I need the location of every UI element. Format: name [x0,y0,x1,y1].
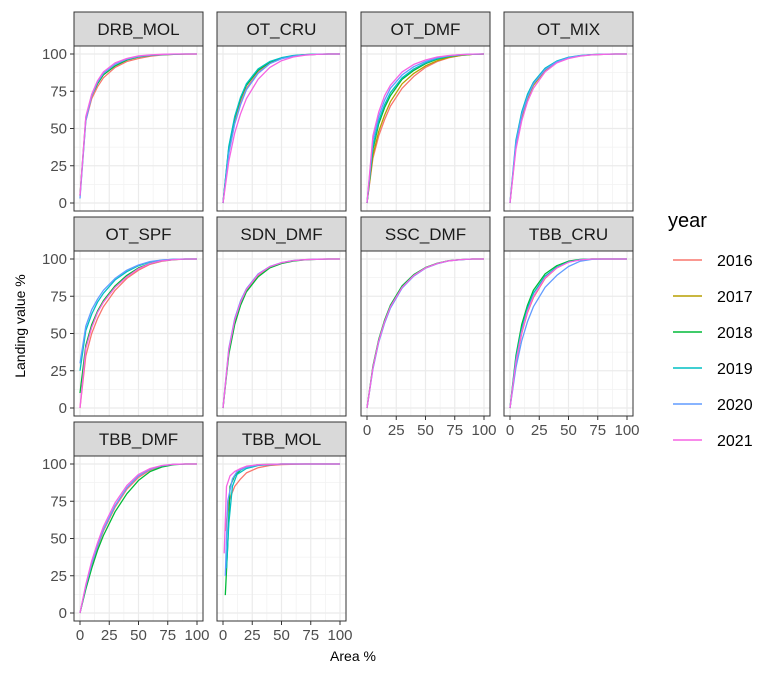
y-tick-label: 0 [59,400,67,417]
facet-strip-label: OT_SPF [105,225,171,244]
facets-layer: DRB_MOL 0 25 50 75 100 OT_CRU OT_DMF OT_MIX OT_SP… [42,11,640,644]
series-line-2021 [366,258,484,409]
x-tick-label: 50 [417,422,434,439]
series-line-2021 [366,53,485,204]
x-tick-label: 75 [446,422,463,439]
x-tick-label: 50 [130,627,147,644]
y-tick-label: 100 [42,251,67,268]
x-tick-label: 0 [219,627,227,644]
facet-strip-label: SSC_DMF [385,225,466,244]
legend-label-2020: 2020 [717,397,753,414]
series-line-2021 [509,53,627,204]
series-line-2021 [223,463,340,554]
y-tick-label: 75 [50,493,67,510]
y-tick-label: 50 [50,326,67,343]
facet-panel-ssc-dmf: SSC_DMF 0 25 50 75 100 [360,216,497,439]
facet-panel-ot-mix: OT_MIX [503,11,634,212]
y-tick-label: 0 [59,195,67,212]
facet-strip [73,216,204,252]
x-tick-label: 75 [159,627,176,644]
series-line-2021 [79,53,197,196]
facet-strip [73,11,204,47]
y-tick-label: 0 [59,605,67,622]
y-tick-label: 75 [50,288,67,305]
x-tick-label: 75 [302,627,319,644]
x-tick-label: 0 [506,422,514,439]
facet-panel-ot-dmf: OT_DMF [360,11,491,212]
series-line-2021 [222,258,340,409]
facet-strip [503,11,634,47]
x-tick-label: 50 [273,627,290,644]
facet-strip-label: TBB_DMF [99,430,178,449]
panel-border [216,45,347,212]
series-line-2021 [222,53,340,204]
x-tick-label: 25 [531,422,548,439]
y-tick-label: 25 [50,158,67,175]
panel-border [216,250,347,417]
y-tick-label: 75 [50,83,67,100]
facet-panel-ot-spf: OT_SPF 0 25 50 75 100 [42,216,204,417]
legend-label-2019: 2019 [717,361,753,378]
legend-label-2021: 2021 [717,433,753,450]
y-tick-label: 100 [42,456,67,473]
legend-label-2016: 2016 [717,253,753,270]
series-line-2021 [79,463,197,614]
facet-strip-label: TBB_CRU [529,225,608,244]
facet-strip [216,421,347,457]
facet-strip-label: OT_CRU [247,20,317,39]
y-tick-label: 50 [50,531,67,548]
x-tick-label: 100 [614,422,639,439]
x-tick-label: 50 [560,422,577,439]
facet-strip-label: OT_DMF [391,20,461,39]
y-tick-label: 25 [50,363,67,380]
y-tick-label: 25 [50,568,67,585]
x-tick-label: 0 [363,422,371,439]
y-tick-label: 50 [50,121,67,138]
x-tick-label: 25 [101,627,118,644]
facet-panel-ot-cru: OT_CRU [216,11,347,212]
facet-panel-drb-mol: DRB_MOL 0 25 50 75 100 [42,11,204,212]
legend-title: year [668,210,707,232]
series-line-2021 [509,258,627,409]
facet-panel-tbb-cru: TBB_CRU 0 25 50 75 100 [503,216,640,439]
facet-strip [216,11,347,47]
facet-strip [216,216,347,252]
panel-border [360,45,491,212]
facet-strip [360,11,491,47]
x-tick-label: 75 [589,422,606,439]
y-axis-title: Landing value % [12,274,28,378]
y-tick-label: 100 [42,46,67,63]
facet-panel-sdn-dmf: SDN_DMF [216,216,347,417]
axis-titles: Area % Landing value % [12,274,376,664]
facet-strip-label: DRB_MOL [97,20,179,39]
x-axis-title: Area % [330,648,376,664]
x-tick-label: 0 [76,627,84,644]
x-tick-label: 100 [327,627,352,644]
legend-label-2017: 2017 [717,289,753,306]
facet-strip-label: TBB_MOL [242,430,321,449]
facet-strip-label: OT_MIX [537,20,600,39]
x-tick-label: 100 [471,422,496,439]
facet-panel-tbb-mol: TBB_MOL 0 25 50 75 100 [216,421,353,644]
series-line-2021 [79,258,197,409]
facet-panel-tbb-dmf: TBB_DMF 0 25 50 75 100 0 25 50 75 100 [42,421,210,644]
x-tick-label: 25 [244,627,261,644]
legend-label-2018: 2018 [717,325,753,342]
facet-strip [503,216,634,252]
x-tick-label: 100 [184,627,209,644]
facet-strip [360,216,491,252]
x-tick-label: 25 [388,422,405,439]
legend: year 2016 2017 2018 2019 2020 2021 [668,210,753,450]
panel-border [503,45,634,212]
facet-strip-label: SDN_DMF [240,225,322,244]
facet-strip [73,421,204,457]
